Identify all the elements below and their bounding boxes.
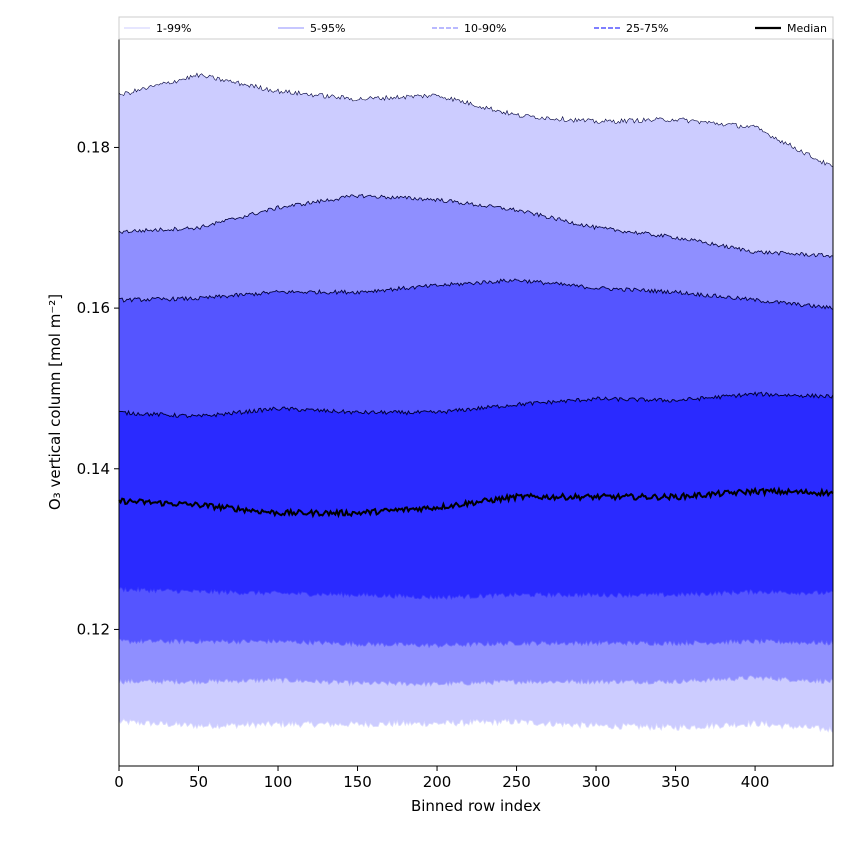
percentile-line-p90	[118, 278, 834, 310]
y-tick-label: 0.18	[77, 138, 110, 156]
y-axis-label: O₃ vertical column [mol m⁻²]	[46, 294, 64, 510]
legend-label-1-99: 1-99%	[156, 22, 191, 35]
percentile-line-p1	[118, 718, 834, 733]
y-tick-label: 0.14	[77, 460, 110, 478]
x-tick-label: 300	[582, 773, 611, 791]
x-tick-label: 200	[423, 773, 452, 791]
legend: 1-99% 5-95% 10-90% 25-75% Median	[118, 16, 834, 40]
median-line	[118, 486, 834, 519]
y-tick-label: 0.12	[77, 620, 110, 638]
percentile-line-p75	[118, 391, 834, 419]
legend-label-25-75: 25-75%	[626, 22, 668, 35]
legend-label-5-95: 5-95%	[310, 22, 345, 35]
x-tick-label: 150	[343, 773, 372, 791]
legend-label-median: Median	[787, 22, 827, 35]
x-axis-ticks: 0 50 100 150 200 250 300 350 400	[114, 766, 769, 791]
x-tick-label: 50	[189, 773, 208, 791]
x-axis-label: Binned row index	[411, 797, 541, 815]
percentile-line-p99	[118, 72, 834, 168]
x-tick-label: 0	[114, 773, 124, 791]
band-25-75	[119, 392, 833, 600]
percentile-line-p95	[118, 193, 834, 259]
x-tick-label: 400	[741, 773, 770, 791]
x-tick-label: 350	[661, 773, 690, 791]
percentile-line-p25	[118, 586, 834, 601]
legend-label-10-90: 10-90%	[464, 22, 506, 35]
percentile-bands	[119, 73, 833, 733]
legend-box	[118, 16, 834, 40]
x-tick-label: 250	[502, 773, 531, 791]
percentile-lines	[118, 72, 834, 733]
percentile-line-p5	[118, 675, 834, 688]
y-axis-ticks: 0.12 0.14 0.16 0.18	[77, 138, 119, 638]
percentile-line-p10	[118, 638, 834, 649]
x-tick-label: 100	[264, 773, 293, 791]
y-tick-label: 0.16	[77, 299, 110, 317]
